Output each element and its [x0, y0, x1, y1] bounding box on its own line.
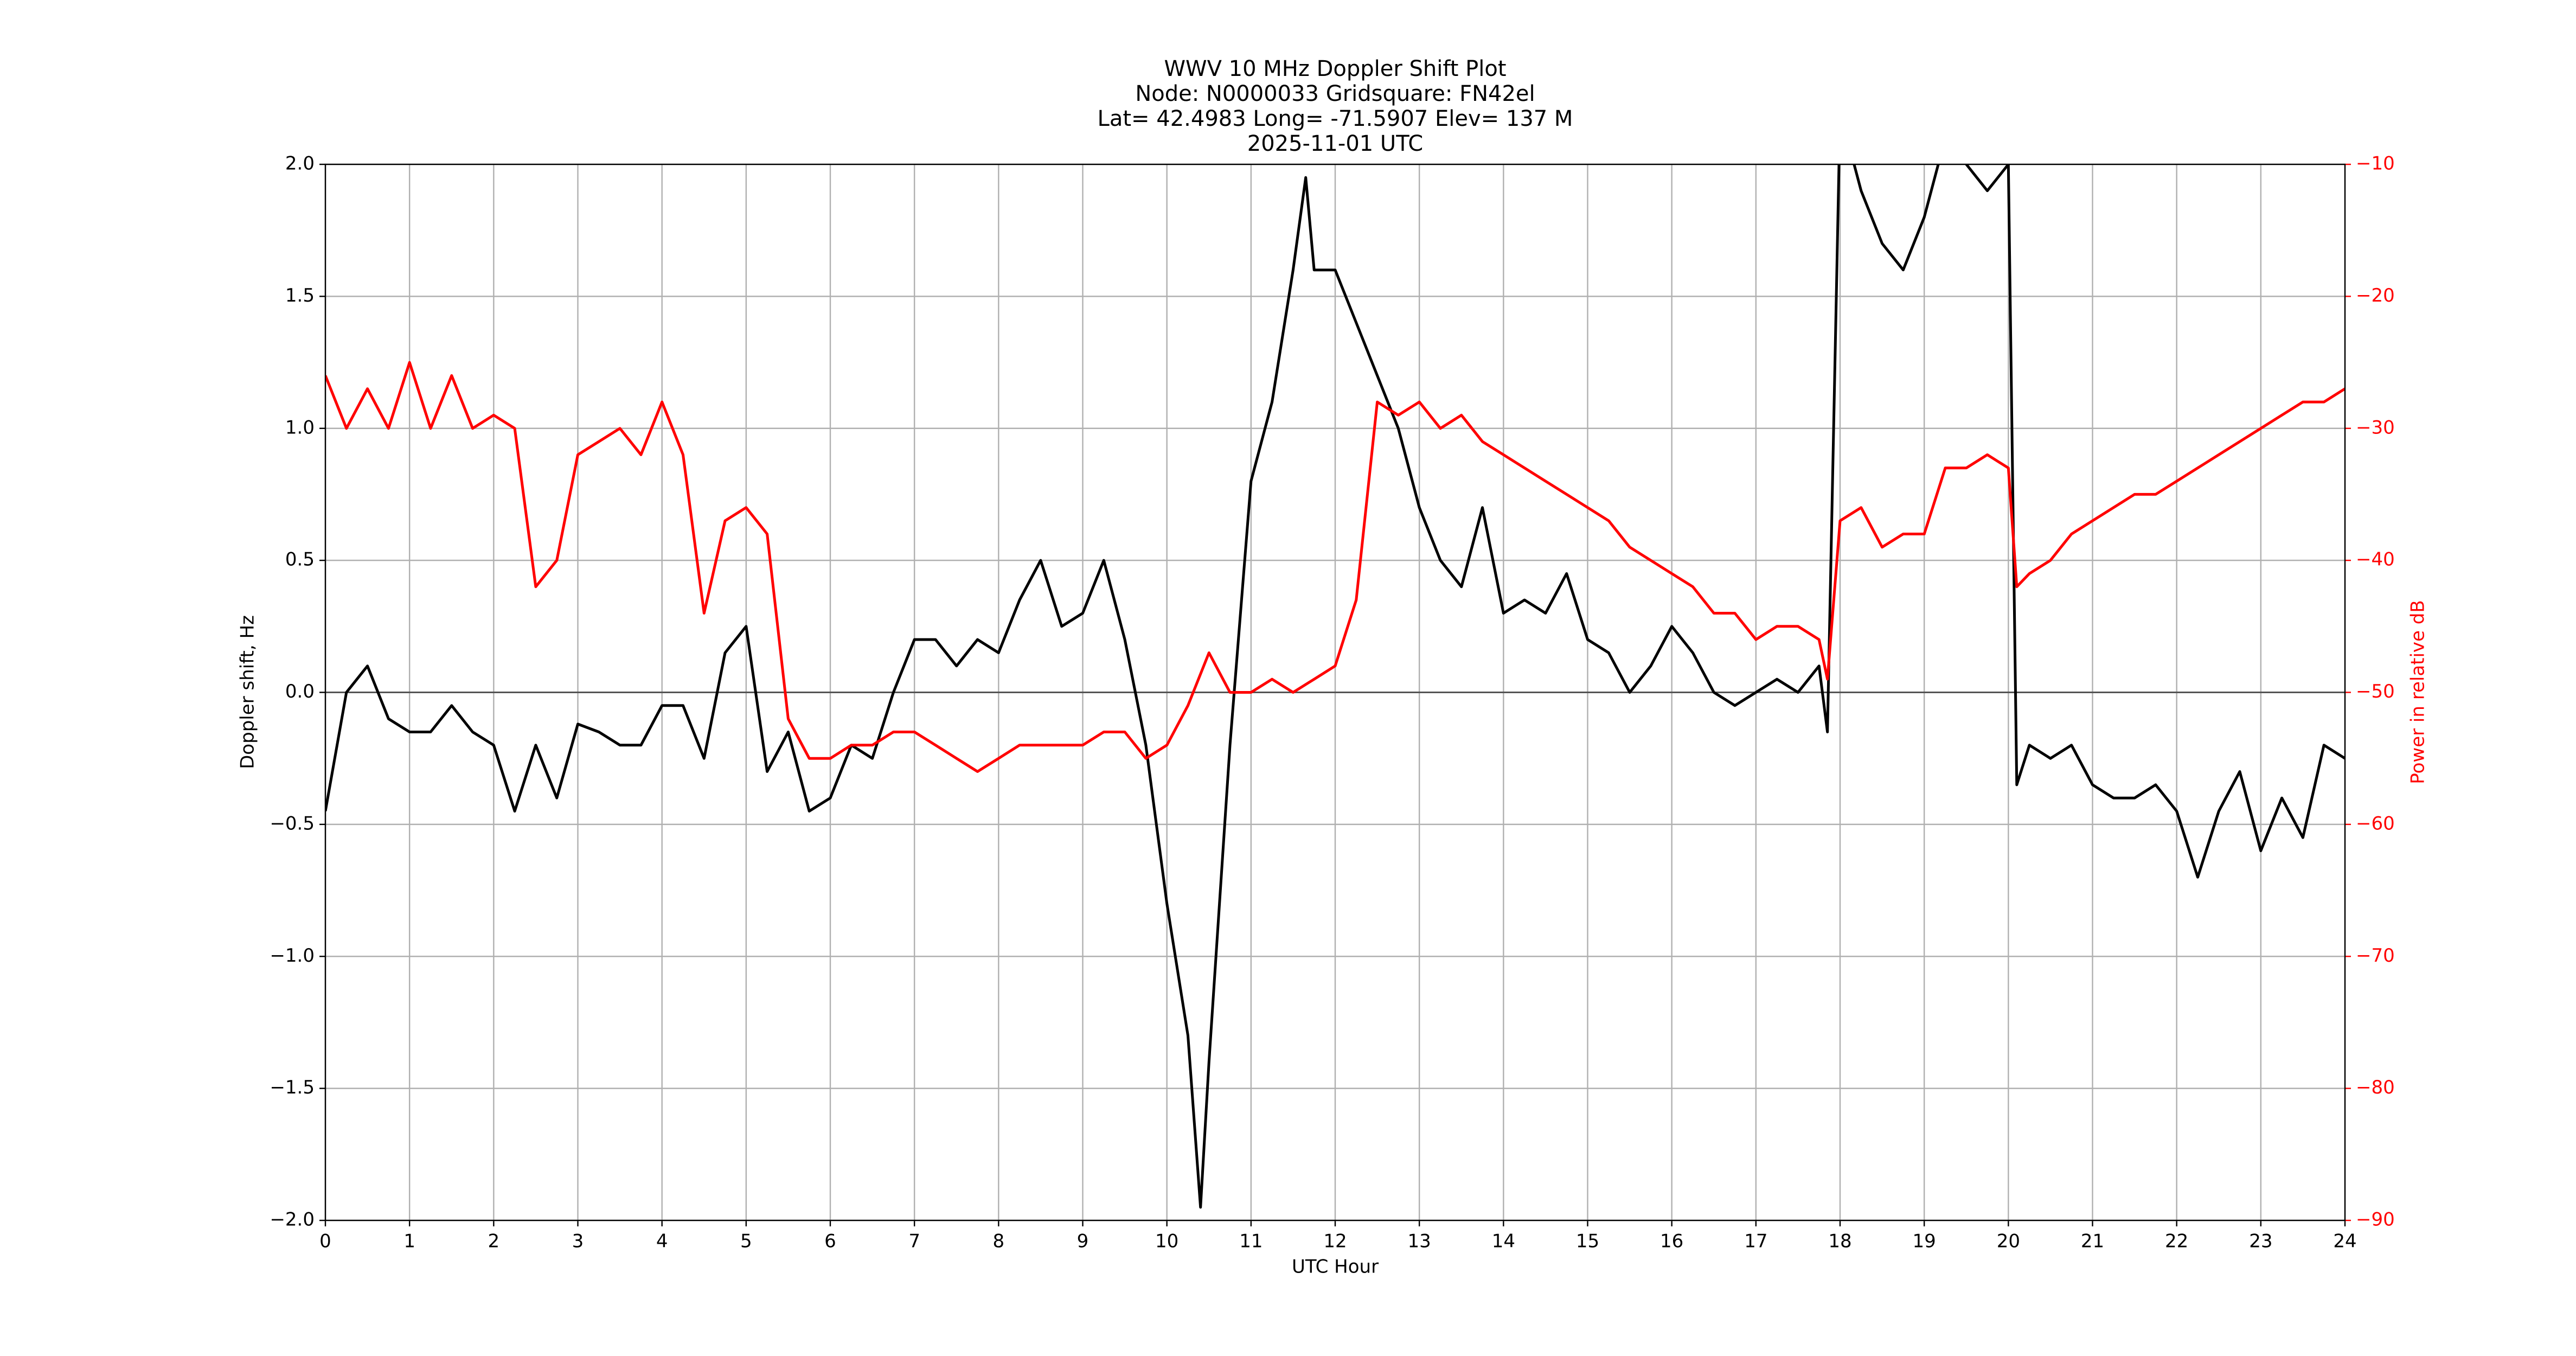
y2-tick-label: −50 [2356, 681, 2395, 702]
y-tick-label: −0.5 [270, 813, 315, 834]
x-tick-label: 19 [1913, 1231, 1936, 1252]
x-tick-label: 7 [908, 1231, 920, 1252]
x-tick-label: 0 [319, 1231, 331, 1252]
x-tick-label: 17 [1744, 1231, 1767, 1252]
y2-tick-label: −30 [2356, 417, 2395, 438]
x-tick-label: 12 [1323, 1231, 1347, 1252]
y-tick-label: 1.0 [285, 417, 315, 438]
y2-tick-label: −90 [2356, 1209, 2395, 1231]
x-tick-label: 11 [1239, 1231, 1263, 1252]
y-tick-label: −1.5 [270, 1077, 315, 1098]
x-tick-label: 20 [1997, 1231, 2020, 1252]
x-tick-label: 10 [1155, 1231, 1178, 1252]
y-tick-label: 0.5 [285, 549, 315, 571]
series-line [325, 164, 2345, 1209]
y-tick-label: 0.0 [285, 681, 315, 702]
x-tick-label: 1 [403, 1231, 415, 1252]
y2-tick-label: −70 [2356, 945, 2395, 967]
x-tick-label: 23 [2249, 1231, 2272, 1252]
series-line [325, 361, 2345, 773]
x-tick-label: 18 [1828, 1231, 1851, 1252]
y2-tick-label: −40 [2356, 549, 2395, 571]
plot-frame [324, 163, 2346, 1221]
x-tick-label: 14 [1492, 1231, 1515, 1252]
chart-subtitle: Node: N0000033 Gridsquare: FN42el [1135, 81, 1535, 106]
x-tick-label: 3 [572, 1231, 584, 1252]
x-tick-label: 5 [740, 1231, 752, 1252]
y-tick-label: 2.0 [285, 153, 315, 175]
x-tick-label: 6 [824, 1231, 836, 1252]
chart-subtitle: 2025-11-01 UTC [1247, 131, 1423, 156]
x-axis-label: UTC Hour [1292, 1256, 1379, 1278]
x-tick-label: 21 [2081, 1231, 2104, 1252]
x-tick-label: 13 [1408, 1231, 1431, 1252]
plot-area: 0 1 2 3 4 5 6 7 8 9 10 11 12 13 14 15 16 17 18 19 20 21 22 23 24… [270, 153, 2395, 1252]
x-tick-label: 16 [1660, 1231, 1683, 1252]
y-tick-label: −2.0 [270, 1209, 315, 1231]
chart-title: WWV 10 MHz Doppler Shift Plot [1164, 56, 1506, 81]
chart-subtitle: Lat= 42.4983 Long= -71.5907 Elev= 137 M [1098, 106, 1573, 131]
x-tick-label: 2 [488, 1231, 500, 1252]
y2-axis-label: Power in relative dB [2407, 600, 2429, 784]
x-tick-label: 15 [1576, 1231, 1599, 1252]
y2-tick-label: −10 [2356, 153, 2395, 175]
x-tick-label: 9 [1077, 1231, 1089, 1252]
y2-tick-label: −20 [2356, 285, 2395, 306]
x-tick-label: 8 [993, 1231, 1005, 1252]
x-tick-label: 4 [656, 1231, 668, 1252]
y-axis-label: Doppler shift, Hz [237, 615, 259, 769]
y2-tick-label: −80 [2356, 1077, 2395, 1098]
x-tick-label: 22 [2165, 1231, 2188, 1252]
x-tick-label: 24 [2333, 1231, 2356, 1252]
y2-tick-label: −60 [2356, 813, 2395, 834]
y-tick-label: 1.5 [285, 285, 315, 306]
y-tick-label: −1.0 [270, 945, 315, 967]
